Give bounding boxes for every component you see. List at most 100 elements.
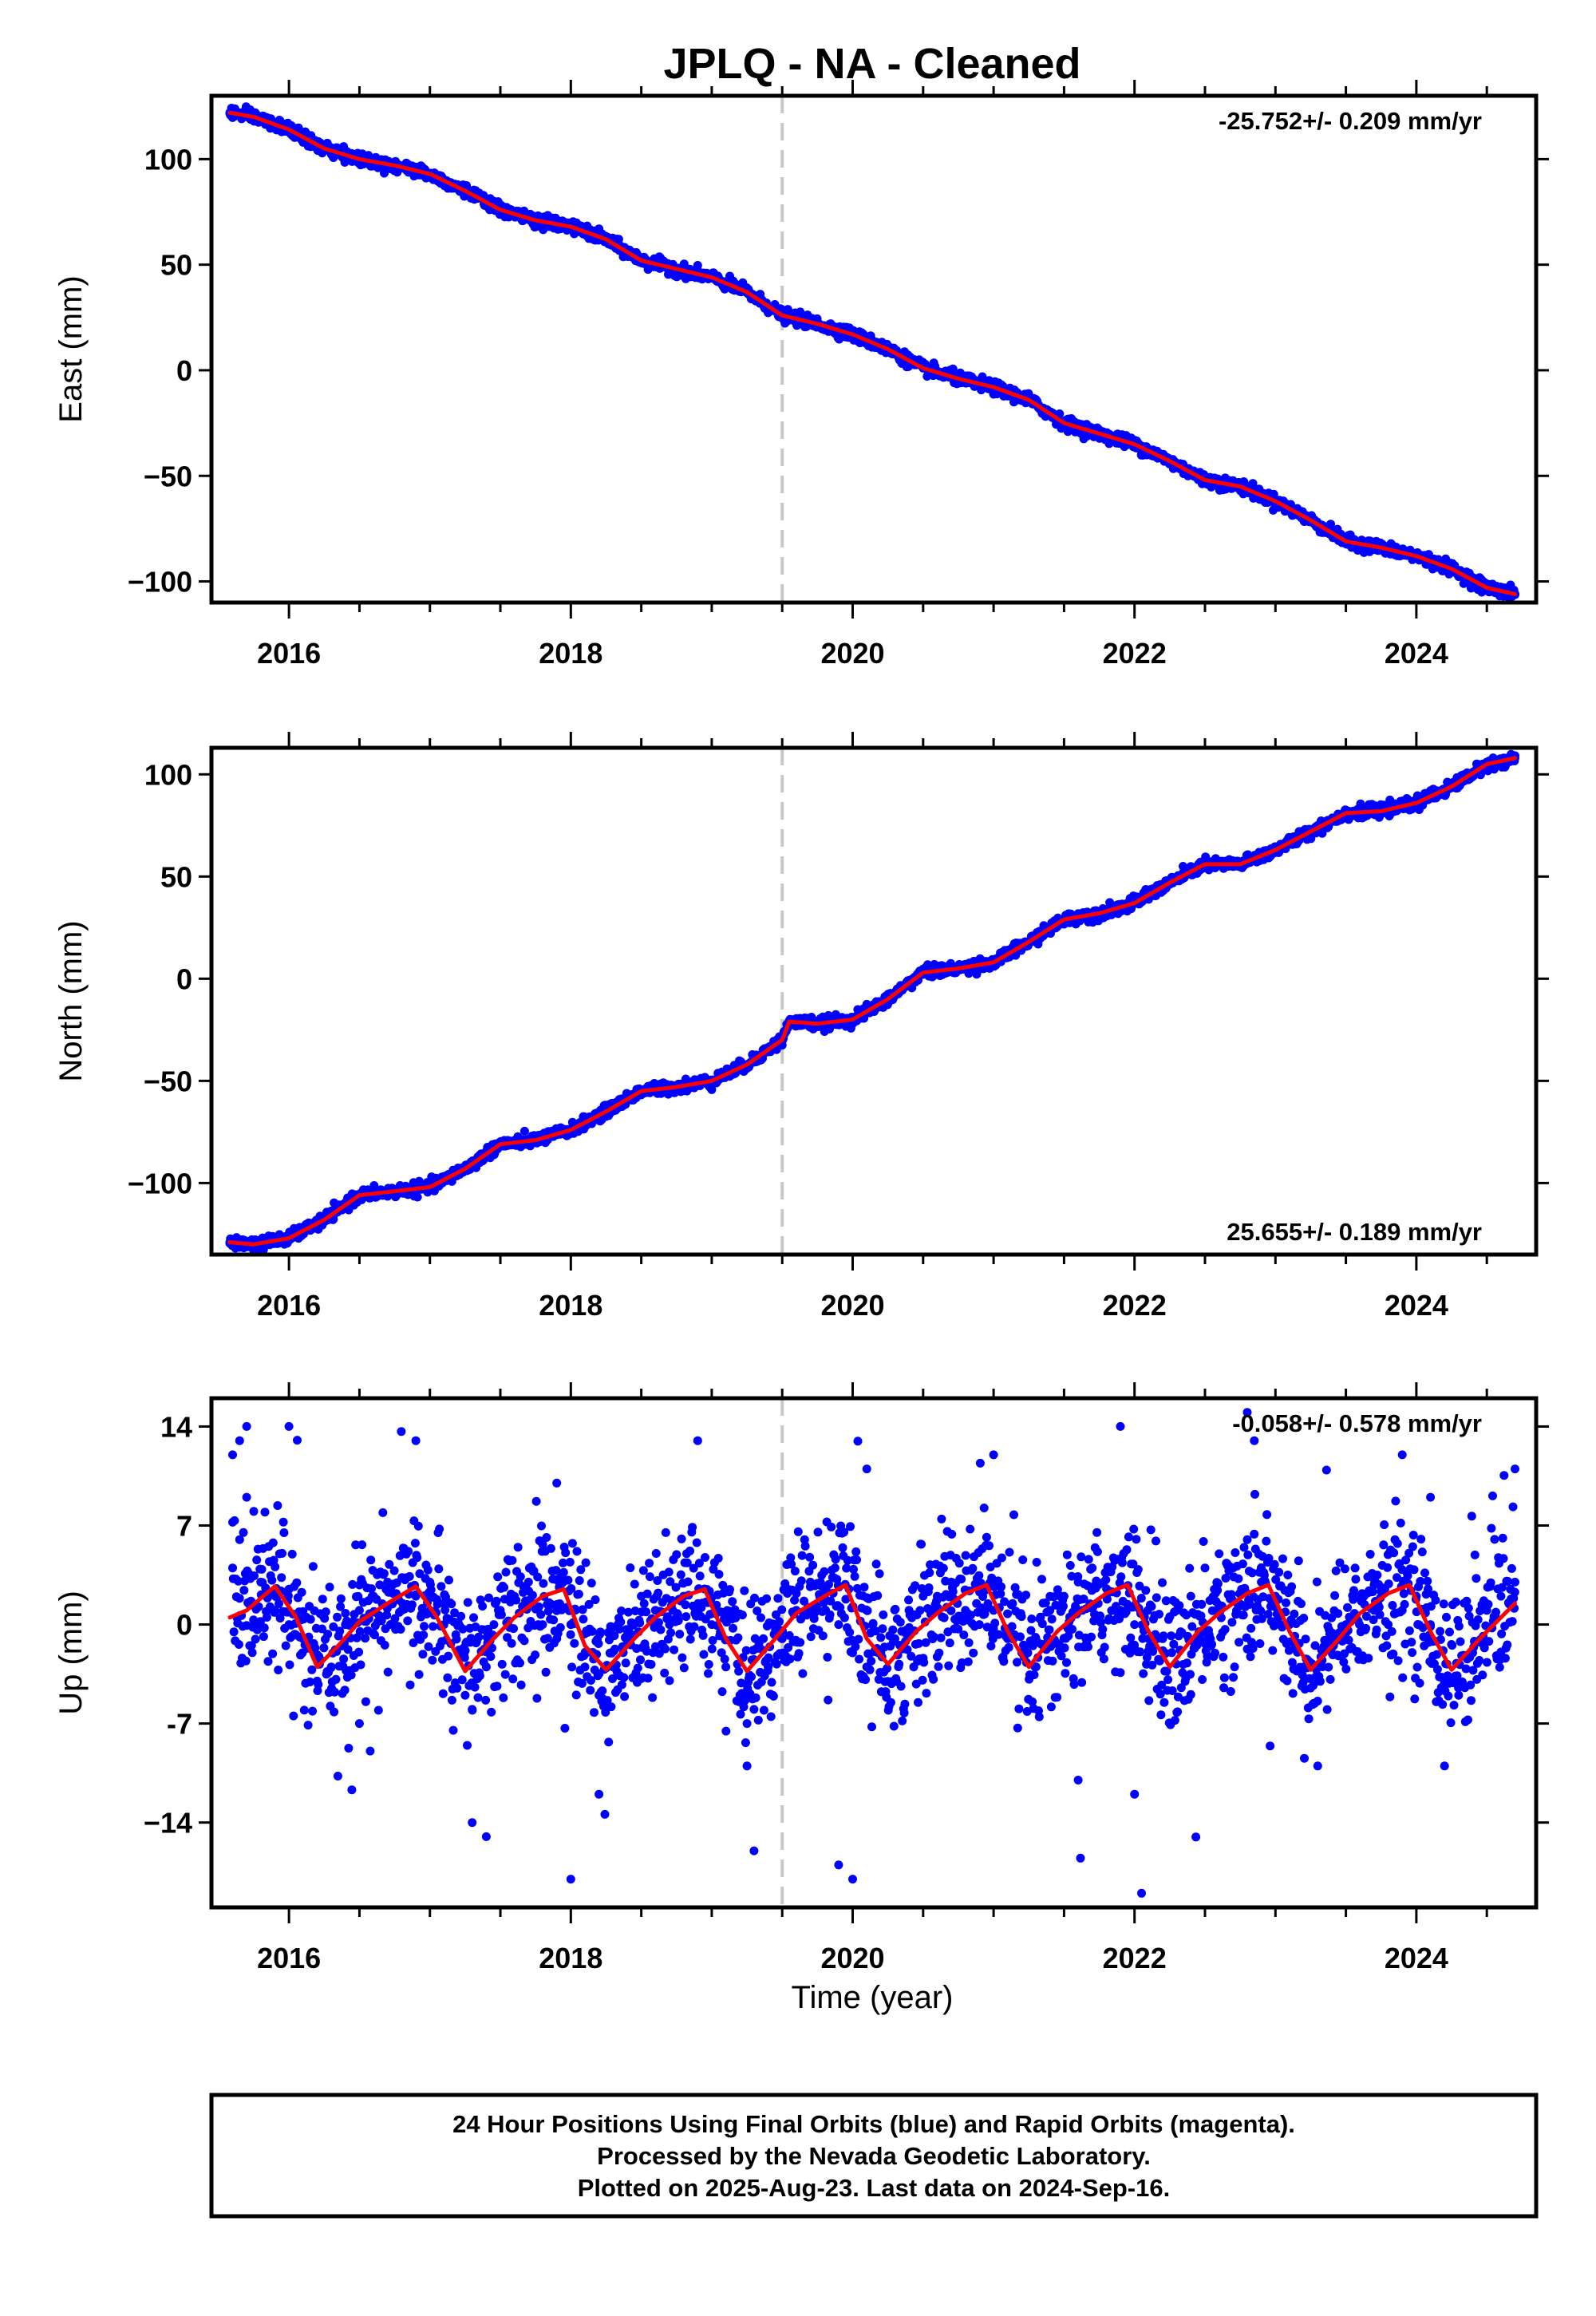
north-data-point bbox=[519, 1126, 529, 1136]
north-xtick-label: 2016 bbox=[257, 1289, 321, 1322]
up-data-point bbox=[318, 1595, 327, 1604]
up-data-point bbox=[235, 1594, 244, 1603]
north-xtick-label: 2024 bbox=[1385, 1289, 1448, 1322]
east-xtick-label: 2020 bbox=[820, 637, 884, 670]
north-ytick-label: 0 bbox=[176, 962, 192, 995]
up-data-point bbox=[262, 1613, 271, 1622]
up-data-point bbox=[263, 1657, 273, 1666]
east-ytick-label: −100 bbox=[128, 566, 192, 599]
up-data-point bbox=[333, 1612, 342, 1622]
up-data-point bbox=[239, 1586, 249, 1595]
up-data-point bbox=[354, 1591, 363, 1601]
up-data-point bbox=[241, 1656, 251, 1666]
north-ytick-label: −50 bbox=[144, 1065, 192, 1097]
up-data-point bbox=[256, 1617, 265, 1626]
up-data-point bbox=[269, 1555, 279, 1565]
up-data-point bbox=[259, 1632, 268, 1642]
up-data-point bbox=[308, 1562, 318, 1571]
up-data-point bbox=[343, 1645, 353, 1654]
up-data-point bbox=[268, 1538, 278, 1547]
up-data-point bbox=[361, 1697, 370, 1706]
up-data-point bbox=[285, 1660, 294, 1670]
up-data-point bbox=[297, 1587, 306, 1597]
up-data-point bbox=[251, 1634, 260, 1644]
up-data-point bbox=[320, 1614, 330, 1623]
up-data-point bbox=[257, 1564, 267, 1574]
up-data-point bbox=[287, 1549, 297, 1559]
up-data-point bbox=[347, 1785, 357, 1795]
north-data-point bbox=[369, 1181, 379, 1190]
east-data-point bbox=[1326, 520, 1335, 529]
east-panel: East (mm) -25.752+/- 0.209 mm/yr 100500−… bbox=[53, 80, 1549, 670]
north-data-point bbox=[413, 1192, 422, 1202]
up-data-point bbox=[335, 1626, 345, 1636]
up-data-point bbox=[281, 1641, 290, 1650]
north-xtick-label: 2018 bbox=[539, 1289, 602, 1322]
up-data-point bbox=[307, 1665, 317, 1674]
up-data-point bbox=[356, 1660, 365, 1670]
east-xtick-label: 2022 bbox=[1103, 637, 1167, 670]
up-data-point bbox=[260, 1508, 270, 1517]
east-data-point bbox=[1055, 409, 1065, 418]
up-data-point bbox=[234, 1576, 243, 1586]
up-data-point bbox=[305, 1678, 314, 1686]
up-data-point bbox=[348, 1579, 358, 1589]
up-plot-area bbox=[227, 1398, 1519, 1907]
north-xtick-label: 2020 bbox=[820, 1289, 884, 1322]
east-data-point bbox=[948, 364, 958, 373]
up-data-point bbox=[259, 1623, 269, 1633]
up-data-point bbox=[247, 1641, 256, 1650]
up-data-point bbox=[330, 1707, 339, 1717]
east-ylabel: East (mm) bbox=[53, 275, 89, 422]
east-ytick-label: −50 bbox=[144, 460, 192, 492]
up-panel: Up (mm) -0.058+/- 0.578 mm/yr 1470-7−142… bbox=[53, 1382, 1549, 1974]
up-data-point bbox=[275, 1614, 285, 1623]
up-data-point bbox=[366, 1555, 376, 1565]
up-data-point bbox=[303, 1721, 313, 1730]
up-data-point bbox=[289, 1711, 298, 1721]
up-data-point bbox=[252, 1555, 262, 1565]
up-data-point bbox=[355, 1626, 365, 1636]
up-data-point bbox=[330, 1687, 339, 1697]
up-data-point bbox=[358, 1540, 367, 1550]
up-data-point bbox=[310, 1643, 320, 1653]
up-data-point bbox=[279, 1528, 289, 1537]
up-data-point bbox=[267, 1575, 277, 1585]
up-data-point bbox=[299, 1705, 309, 1715]
up-data-point bbox=[354, 1647, 364, 1657]
east-ytick-label: 100 bbox=[144, 143, 192, 176]
up-data-point bbox=[329, 1622, 338, 1631]
up-data-point bbox=[365, 1746, 375, 1756]
up-data-point bbox=[279, 1517, 288, 1527]
up-data-point bbox=[234, 1640, 243, 1649]
chart-title: JPLQ - NA - Cleaned bbox=[663, 40, 1080, 88]
up-data-point bbox=[239, 1528, 248, 1537]
north-ytick-label: −100 bbox=[128, 1167, 192, 1199]
east-plot-area bbox=[225, 96, 1519, 603]
east-xtick-label: 2024 bbox=[1385, 637, 1448, 670]
up-data-point bbox=[340, 1686, 350, 1695]
up-data-point bbox=[336, 1602, 346, 1611]
up-data-point bbox=[321, 1607, 330, 1617]
up-data-point bbox=[346, 1670, 356, 1680]
up-data-point bbox=[339, 1654, 349, 1664]
north-rate-label: 25.655+/- 0.189 mm/yr bbox=[1227, 1218, 1482, 1246]
up-data-point bbox=[275, 1599, 283, 1608]
up-data-point bbox=[293, 1436, 302, 1445]
up-data-point bbox=[361, 1634, 370, 1643]
east-xtick-label: 2016 bbox=[257, 637, 321, 670]
east-fit-line bbox=[227, 110, 1517, 596]
up-data-point bbox=[344, 1744, 354, 1753]
up-data-point bbox=[274, 1666, 283, 1674]
up-data-point bbox=[229, 1627, 239, 1637]
north-ytick-label: 100 bbox=[144, 758, 192, 791]
east-frame bbox=[209, 93, 1539, 605]
up-data-point bbox=[247, 1648, 257, 1658]
up-data-point bbox=[341, 1609, 350, 1618]
up-data-point bbox=[268, 1649, 278, 1658]
north-ytick-label: 50 bbox=[160, 860, 192, 893]
up-data-point bbox=[277, 1573, 286, 1583]
north-fit-line bbox=[227, 756, 1517, 1247]
